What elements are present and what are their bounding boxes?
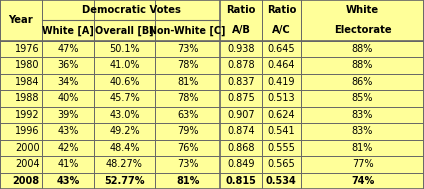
Text: Overall [B]: Overall [B] [95, 25, 154, 36]
Text: 73%: 73% [177, 44, 198, 54]
Text: 0.938: 0.938 [227, 44, 255, 54]
Text: 0.513: 0.513 [268, 93, 295, 103]
Text: 48.4%: 48.4% [109, 143, 139, 153]
Text: 88%: 88% [352, 44, 373, 54]
Text: 0.849: 0.849 [227, 159, 255, 169]
Text: 83%: 83% [352, 110, 373, 120]
Text: 88%: 88% [352, 60, 373, 70]
Text: 45.7%: 45.7% [109, 93, 140, 103]
Text: 81%: 81% [176, 176, 199, 186]
Text: A/C: A/C [272, 26, 291, 36]
Text: 63%: 63% [177, 110, 198, 120]
Text: 41.0%: 41.0% [109, 60, 139, 70]
Text: 81%: 81% [352, 143, 373, 153]
Text: 1992: 1992 [15, 110, 40, 120]
Text: 0.555: 0.555 [268, 143, 295, 153]
Text: 1976: 1976 [15, 44, 40, 54]
Text: 77%: 77% [351, 159, 374, 169]
Text: 0.419: 0.419 [268, 77, 295, 87]
Text: 1980: 1980 [15, 60, 40, 70]
Text: 81%: 81% [177, 77, 198, 87]
Text: 0.565: 0.565 [268, 159, 295, 169]
Text: White: White [346, 5, 379, 15]
Text: 2000: 2000 [15, 143, 40, 153]
Text: 41%: 41% [57, 159, 79, 169]
Text: 50.1%: 50.1% [109, 44, 140, 54]
Text: White [A]: White [A] [42, 25, 94, 36]
Text: 39%: 39% [57, 110, 79, 120]
Text: 47%: 47% [57, 44, 79, 54]
Text: 73%: 73% [177, 159, 198, 169]
Text: 1988: 1988 [15, 93, 40, 103]
Text: 79%: 79% [177, 126, 198, 136]
Text: A/B: A/B [232, 26, 251, 36]
Text: 34%: 34% [57, 77, 79, 87]
Text: 0.878: 0.878 [227, 60, 255, 70]
Text: 0.541: 0.541 [268, 126, 295, 136]
Text: 43%: 43% [56, 176, 80, 186]
Text: 0.534: 0.534 [266, 176, 297, 186]
Text: 0.907: 0.907 [227, 110, 255, 120]
Text: 1996: 1996 [15, 126, 40, 136]
Text: 0.874: 0.874 [227, 126, 255, 136]
Text: Democratic Votes: Democratic Votes [82, 5, 181, 15]
Text: 85%: 85% [352, 93, 373, 103]
Text: 49.2%: 49.2% [109, 126, 140, 136]
Text: 48.27%: 48.27% [106, 159, 143, 169]
Text: 0.837: 0.837 [227, 77, 255, 87]
Text: 36%: 36% [57, 60, 79, 70]
Text: 43.0%: 43.0% [109, 110, 139, 120]
Text: 0.464: 0.464 [268, 60, 295, 70]
Text: 76%: 76% [177, 143, 198, 153]
Text: 40%: 40% [57, 93, 79, 103]
Text: 42%: 42% [57, 143, 79, 153]
Text: 0.815: 0.815 [226, 176, 257, 186]
Text: 2008: 2008 [13, 176, 40, 186]
Text: 1984: 1984 [15, 77, 40, 87]
Text: 83%: 83% [352, 126, 373, 136]
Text: Ratio: Ratio [267, 5, 296, 15]
Text: 2004: 2004 [15, 159, 40, 169]
Text: 52.77%: 52.77% [104, 176, 145, 186]
Text: 0.868: 0.868 [227, 143, 255, 153]
Text: Non-White [C]: Non-White [C] [149, 25, 226, 36]
Text: Electorate: Electorate [334, 26, 391, 36]
Text: 0.875: 0.875 [227, 93, 255, 103]
Text: 0.624: 0.624 [268, 110, 295, 120]
Text: Ratio: Ratio [226, 5, 256, 15]
Text: 0.645: 0.645 [268, 44, 295, 54]
Text: 43%: 43% [57, 126, 79, 136]
Text: 40.6%: 40.6% [109, 77, 139, 87]
Text: 78%: 78% [177, 93, 198, 103]
Text: Year: Year [8, 15, 33, 25]
Text: 86%: 86% [352, 77, 373, 87]
Text: 74%: 74% [351, 176, 374, 186]
Text: 78%: 78% [177, 60, 198, 70]
